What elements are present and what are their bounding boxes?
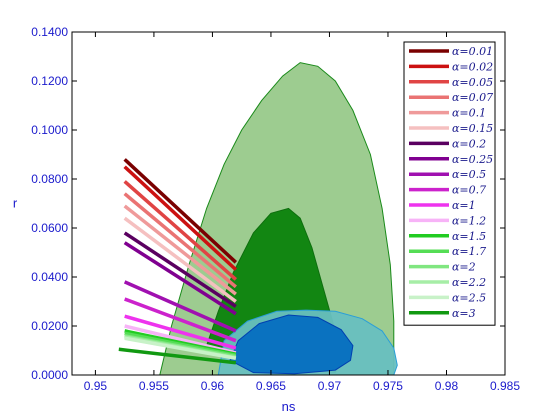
- legend-label-3: α=0.07: [452, 91, 493, 104]
- y-tick-label: 0.1200: [31, 74, 68, 88]
- x-tick-label: 0.95: [84, 379, 108, 393]
- legend-label-4: α=0.1: [452, 107, 486, 120]
- legend-label-15: α=2.2: [452, 276, 486, 289]
- y-tick-label: 0.0200: [31, 319, 68, 333]
- legend-label-8: α=0.5: [452, 168, 486, 181]
- axis-ticks: 0.95 0.955 0.96 0.965 0.97 0.975 0.98 0.985 0.00…: [31, 25, 520, 393]
- y-tick-label: 0.0600: [31, 221, 68, 235]
- x-tick-label: 0.96: [201, 379, 225, 393]
- legend-label-14: α=2: [452, 261, 476, 274]
- x-tick-label: 0.98: [435, 379, 459, 393]
- legend-box: [403, 41, 496, 326]
- y-tick-label: 0.0800: [31, 172, 68, 186]
- series-line-0: [123, 158, 238, 264]
- series-line-3: [123, 192, 237, 289]
- plot-frame: [71, 31, 506, 376]
- legend-label-6: α=0.2: [452, 137, 486, 150]
- x-tick-label: 0.975: [373, 379, 403, 393]
- series-line-11: [124, 324, 237, 355]
- x-tick-label: 0.97: [318, 379, 342, 393]
- legend-label-13: α=1.7: [452, 245, 486, 258]
- y-tick-label: 0.1000: [31, 123, 68, 137]
- series-line-17: [118, 347, 237, 365]
- legend-label-1: α=0.02: [452, 60, 493, 73]
- series-line-7: [123, 241, 237, 316]
- legend-label-5: α=0.15: [452, 122, 493, 135]
- legend: α=0.01 α=0.02 α=0.05 α=0.07 α=0.1 α=0.15 α=0.2…: [403, 41, 496, 326]
- series-line-6: [123, 231, 237, 308]
- legend-label-10: α=1: [452, 199, 476, 212]
- legend-label-12: α=1.5: [452, 230, 486, 243]
- legend-label-7: α=0.25: [452, 153, 493, 166]
- y-tick-label: 0.0000: [31, 368, 68, 382]
- series-line-8: [123, 280, 237, 333]
- legend-label-11: α=1.2: [452, 214, 486, 227]
- contour-68-inner: [229, 314, 354, 375]
- series-line-9: [124, 297, 237, 343]
- series-line-2: [123, 180, 237, 281]
- series-line-5: [123, 216, 237, 303]
- x-tick-label: 0.965: [256, 379, 286, 393]
- x-tick-label: 0.985: [490, 379, 520, 393]
- legend-label-0: α=0.01: [452, 45, 493, 58]
- series-line-4: [123, 204, 237, 296]
- series-line-10: [124, 314, 237, 350]
- y-tick-label: 0.1400: [31, 25, 68, 39]
- series-line-1: [123, 165, 238, 271]
- legend-label-17: α=3: [452, 307, 476, 320]
- series-line-16: [124, 336, 237, 361]
- x-tick-label: 0.955: [139, 379, 169, 393]
- legend-label-16: α=2.5: [452, 291, 486, 304]
- legend-label-2: α=0.05: [452, 76, 493, 89]
- y-axis-label: r: [13, 196, 18, 211]
- x-axis-label: ns: [282, 399, 296, 414]
- legend-label-9: α=0.7: [452, 184, 486, 197]
- y-tick-label: 0.0400: [31, 270, 68, 284]
- series-lines: [118, 158, 238, 365]
